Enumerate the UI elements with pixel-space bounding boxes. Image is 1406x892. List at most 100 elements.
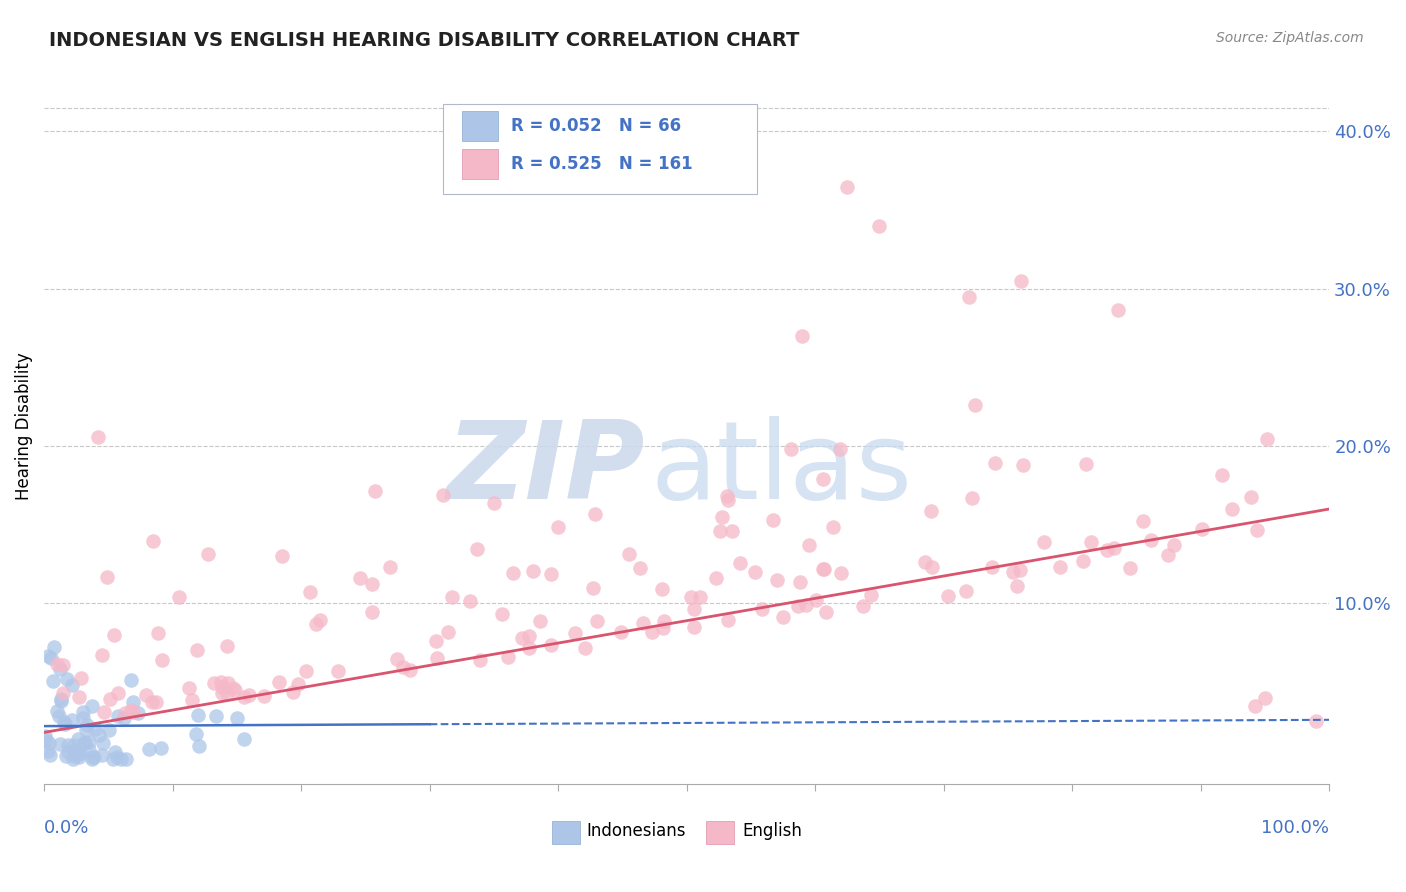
Point [957,290,980,304]
Point [51,694,73,708]
Point [717,613,740,627]
Point [830,442,852,457]
Point [522,564,544,578]
Point [63,749,86,764]
Point [35,732,58,747]
Point [721,524,744,538]
Point [1211,467,1233,482]
Point [105,749,128,764]
Text: INDONESIAN VS ENGLISH HEARING DISABILITY CORRELATION CHART: INDONESIAN VS ENGLISH HEARING DISABILITY… [49,31,800,50]
Point [1007,579,1029,593]
Point [502,566,524,580]
Point [91,648,114,663]
Point [440,590,463,604]
Point [37,743,59,757]
Point [1243,698,1265,713]
Point [120,704,142,718]
Point [1191,523,1213,537]
Point [1163,539,1185,553]
Point [150,741,173,756]
Point [121,705,143,719]
Point [167,591,190,605]
Point [67,749,90,764]
Bar [461,111,498,141]
Point [1033,535,1056,549]
Point [39,748,62,763]
Point [792,329,814,343]
Point [187,739,209,753]
Point [45,704,67,718]
Point [641,625,664,640]
Point [468,652,491,666]
Point [1305,714,1327,729]
Point [215,686,238,700]
Point [34,730,56,744]
Point [146,626,169,640]
Point [364,484,387,499]
Point [84,722,107,736]
Point [56,745,79,759]
Point [294,664,316,678]
Point [628,561,651,575]
Point [37,649,59,664]
Point [717,492,740,507]
Point [52,658,75,673]
Point [984,456,1007,470]
Point [287,676,309,690]
Point [38,736,60,750]
Point [683,620,706,634]
Point [432,488,454,502]
Point [852,599,875,613]
Point [1049,559,1071,574]
Point [253,690,276,704]
Point [837,179,859,194]
Point [77,735,100,749]
Point [205,708,228,723]
Point [1010,564,1032,578]
Point [1011,458,1033,472]
Point [238,688,260,702]
Point [830,566,852,580]
Point [1074,458,1097,472]
Text: 100.0%: 100.0% [1261,819,1329,837]
Point [86,430,108,444]
Point [221,681,243,695]
Point [779,442,801,456]
Point [765,574,787,588]
Point [399,663,422,677]
Point [93,705,115,719]
Point [75,723,97,738]
Point [1097,543,1119,558]
Point [378,559,401,574]
Point [91,736,114,750]
Point [491,607,513,622]
Point [517,629,540,643]
Point [72,705,94,719]
Point [114,706,136,720]
Point [349,571,371,585]
Point [150,652,173,666]
Point [392,659,415,673]
Point [860,588,883,602]
Point [510,631,533,645]
Point [80,749,103,764]
Point [39,651,62,665]
Point [1102,541,1125,555]
Point [496,650,519,665]
Point [96,570,118,584]
Point [107,686,129,700]
Point [56,672,79,686]
Point [1139,533,1161,547]
Point [762,513,785,527]
Point [360,577,382,591]
Point [179,681,201,696]
Text: Source: ZipAtlas.com: Source: ZipAtlas.com [1216,31,1364,45]
Point [211,686,233,700]
Point [80,698,103,713]
Point [869,219,891,233]
Point [751,601,773,615]
Point [122,695,145,709]
Point [48,708,70,723]
Point [730,556,752,570]
Point [458,594,481,608]
